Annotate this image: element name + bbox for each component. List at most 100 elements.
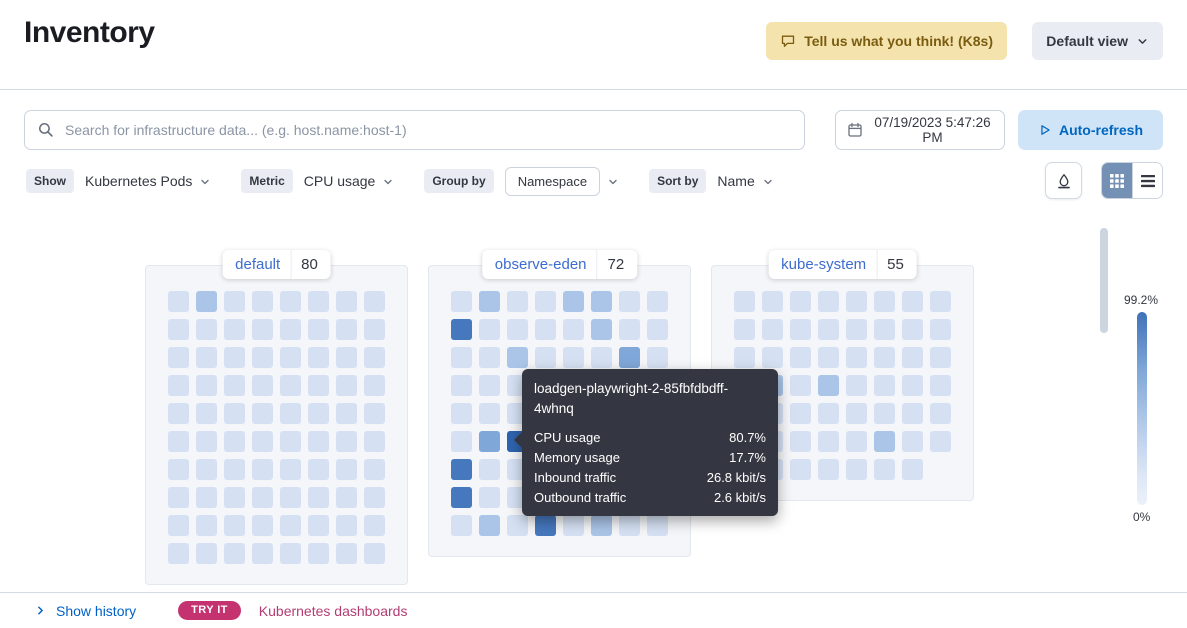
pod-cell[interactable] [591, 515, 612, 536]
pod-cell[interactable] [308, 515, 329, 536]
pod-cell[interactable] [790, 431, 811, 452]
pod-cell[interactable] [364, 543, 385, 564]
pod-cell[interactable] [336, 319, 357, 340]
pod-cell[interactable] [790, 403, 811, 424]
pod-cell[interactable] [196, 487, 217, 508]
pod-cell[interactable] [308, 319, 329, 340]
pod-cell[interactable] [308, 487, 329, 508]
pod-cell[interactable] [818, 347, 839, 368]
pod-cell[interactable] [336, 543, 357, 564]
pod-cell[interactable] [930, 403, 951, 424]
pod-cell[interactable] [451, 319, 472, 340]
pod-cell[interactable] [252, 431, 273, 452]
pod-cell[interactable] [364, 291, 385, 312]
pod-cell[interactable] [308, 431, 329, 452]
pod-cell[interactable] [902, 375, 923, 396]
pod-cell[interactable] [168, 515, 189, 536]
pod-cell[interactable] [818, 431, 839, 452]
pod-cell[interactable] [196, 431, 217, 452]
pod-cell[interactable] [336, 347, 357, 368]
pod-cell[interactable] [874, 319, 895, 340]
search-input[interactable] [24, 110, 805, 150]
pod-cell[interactable] [196, 291, 217, 312]
pod-cell[interactable] [224, 487, 245, 508]
pod-cell[interactable] [846, 431, 867, 452]
pod-cell[interactable] [874, 291, 895, 312]
pod-cell[interactable] [252, 515, 273, 536]
pod-cell[interactable] [479, 515, 500, 536]
pod-cell[interactable] [336, 515, 357, 536]
pod-cell[interactable] [252, 459, 273, 480]
pod-cell[interactable] [451, 375, 472, 396]
pod-cell[interactable] [280, 375, 301, 396]
pod-cell[interactable] [902, 319, 923, 340]
pod-cell[interactable] [790, 291, 811, 312]
pod-cell[interactable] [280, 403, 301, 424]
pod-cell[interactable] [196, 319, 217, 340]
pod-cell[interactable] [224, 515, 245, 536]
group-by-dropdown[interactable]: Namespace [504, 166, 619, 196]
pod-cell[interactable] [874, 375, 895, 396]
group-badge-observe-eden[interactable]: observe-eden 72 [481, 250, 638, 279]
pod-cell[interactable] [308, 403, 329, 424]
vertical-scrollbar[interactable] [1100, 228, 1108, 333]
pod-cell[interactable] [196, 403, 217, 424]
pod-cell[interactable] [846, 375, 867, 396]
pod-cell[interactable] [280, 543, 301, 564]
pod-cell[interactable] [535, 291, 556, 312]
pod-cell[interactable] [364, 347, 385, 368]
pod-cell[interactable] [168, 291, 189, 312]
pod-cell[interactable] [507, 347, 528, 368]
pod-cell[interactable] [535, 319, 556, 340]
pod-cell[interactable] [280, 487, 301, 508]
view-selector-button[interactable]: Default view [1032, 22, 1163, 60]
pod-cell[interactable] [563, 347, 584, 368]
pod-cell[interactable] [196, 515, 217, 536]
pod-cell[interactable] [196, 375, 217, 396]
pod-cell[interactable] [168, 543, 189, 564]
pod-cell[interactable] [252, 487, 273, 508]
pod-cell[interactable] [846, 347, 867, 368]
feedback-button[interactable]: Tell us what you think! (K8s) [766, 22, 1007, 60]
pod-cell[interactable] [591, 291, 612, 312]
pod-cell[interactable] [535, 515, 556, 536]
pod-cell[interactable] [336, 375, 357, 396]
pod-cell[interactable] [451, 515, 472, 536]
pod-cell[interactable] [619, 515, 640, 536]
pod-cell[interactable] [902, 403, 923, 424]
grid-view-button[interactable] [1102, 163, 1132, 198]
pod-cell[interactable] [902, 459, 923, 480]
pod-cell[interactable] [930, 431, 951, 452]
pod-cell[interactable] [451, 347, 472, 368]
pod-cell[interactable] [818, 375, 839, 396]
pod-cell[interactable] [168, 459, 189, 480]
pod-cell[interactable] [451, 459, 472, 480]
pod-cell[interactable] [168, 431, 189, 452]
pod-cell[interactable] [563, 319, 584, 340]
group-badge-kube-system[interactable]: kube-system 55 [768, 250, 917, 279]
pod-cell[interactable] [168, 347, 189, 368]
pod-cell[interactable] [818, 291, 839, 312]
pod-cell[interactable] [364, 431, 385, 452]
pod-cell[interactable] [252, 403, 273, 424]
group-badge-default[interactable]: default 80 [222, 250, 331, 279]
pod-cell[interactable] [364, 319, 385, 340]
pod-cell[interactable] [507, 515, 528, 536]
table-view-button[interactable] [1132, 163, 1162, 198]
pod-cell[interactable] [280, 347, 301, 368]
pod-cell[interactable] [196, 459, 217, 480]
pod-cell[interactable] [336, 431, 357, 452]
pod-cell[interactable] [846, 403, 867, 424]
pod-cell[interactable] [308, 543, 329, 564]
pod-cell[interactable] [451, 291, 472, 312]
pod-cell[interactable] [196, 347, 217, 368]
pod-cell[interactable] [930, 319, 951, 340]
pod-cell[interactable] [364, 375, 385, 396]
legend-options-button[interactable] [1045, 162, 1082, 199]
pod-cell[interactable] [846, 319, 867, 340]
pod-cell[interactable] [535, 347, 556, 368]
pod-cell[interactable] [619, 291, 640, 312]
show-dropdown[interactable]: Kubernetes Pods [85, 173, 211, 189]
pod-cell[interactable] [336, 403, 357, 424]
pod-cell[interactable] [619, 347, 640, 368]
